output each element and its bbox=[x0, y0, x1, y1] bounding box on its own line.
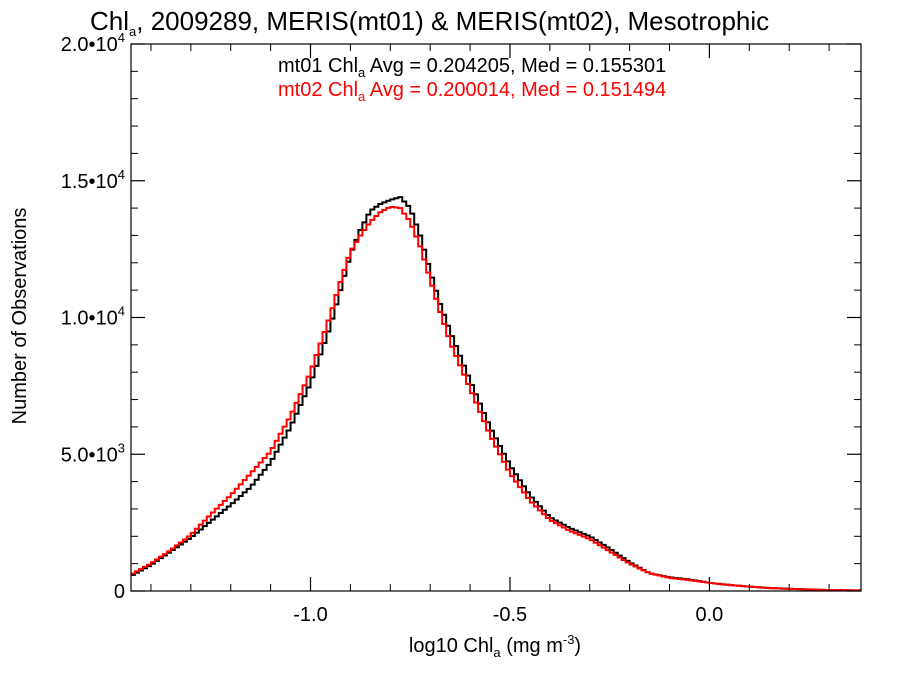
plot-frame bbox=[130, 43, 862, 592]
stats-mt01: mt01 Chla Avg = 0.204205, Med = 0.155301 bbox=[278, 55, 666, 80]
series-layer bbox=[131, 196, 861, 592]
x-tick-label: 0.0 bbox=[696, 604, 724, 626]
series-line-mt02 bbox=[131, 206, 861, 592]
y-tick-label: 5.0•103 bbox=[61, 440, 125, 466]
stats-mt02: mt02 Chla Avg = 0.200014, Med = 0.151494 bbox=[278, 79, 666, 104]
y-tick-label: 1.5•104 bbox=[61, 167, 125, 193]
y-tick-label: 2.0•104 bbox=[61, 30, 125, 56]
x-axis-label: log10 Chla (mg m-3) bbox=[409, 632, 581, 660]
x-tick-label: -1.0 bbox=[293, 604, 327, 626]
chart-title: Chla, 2009289, MERIS(mt01) & MERIS(mt02)… bbox=[90, 6, 769, 39]
series-line-mt01 bbox=[131, 196, 861, 592]
y-tick-label: 0 bbox=[114, 581, 125, 603]
y-axis-label: Number of Observations bbox=[9, 208, 31, 425]
ticks-layer: -1.0 -0.5 0.0 0 5.0•103 1.0•104 1.5•104 2.0•104 bbox=[61, 30, 861, 626]
x-tick-label: -0.5 bbox=[493, 604, 527, 626]
y-tick-label: 1.0•104 bbox=[61, 304, 125, 330]
